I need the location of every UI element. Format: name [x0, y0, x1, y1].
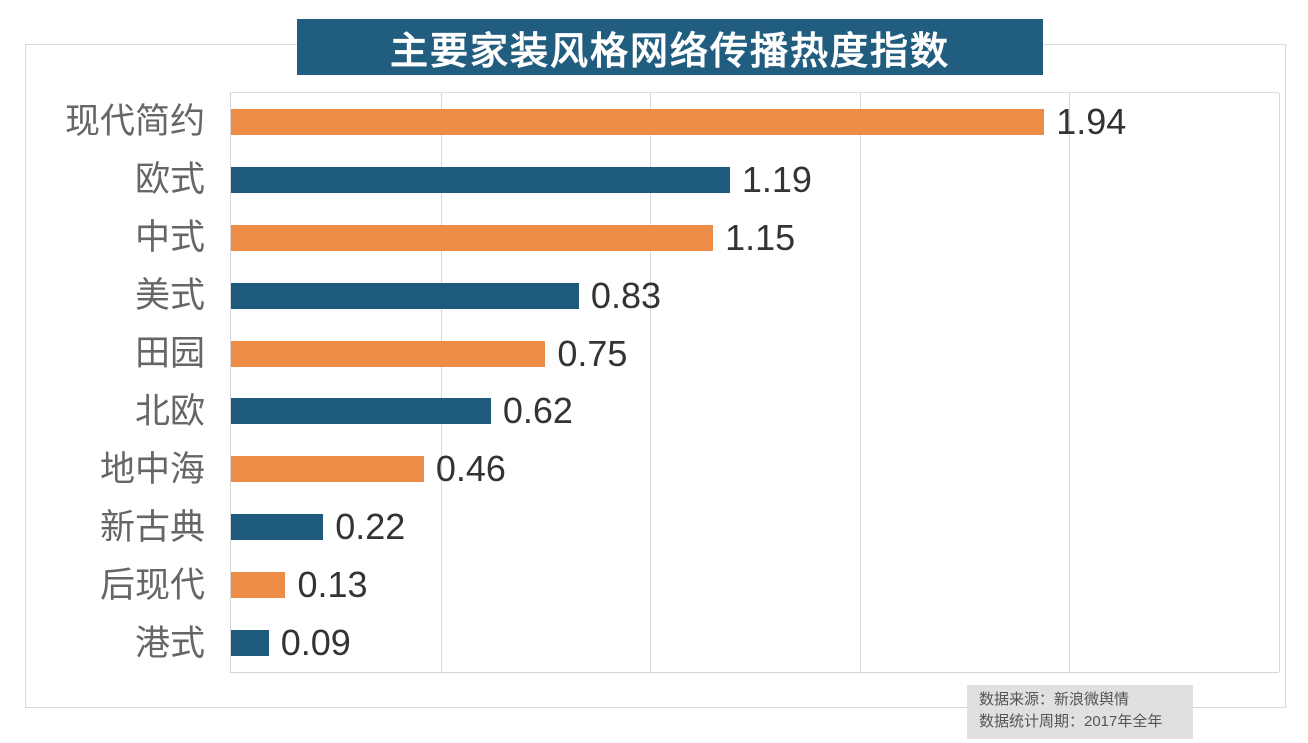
category-label: 北欧	[134, 392, 205, 432]
value-label: 0.09	[280, 622, 351, 664]
bar-row: 1.19	[231, 151, 1279, 209]
bar	[231, 630, 269, 657]
value-label: 1.19	[741, 158, 812, 200]
data-source-line: 数据来源：新浪微舆情	[979, 691, 1130, 708]
value-label: 0.83	[590, 274, 661, 316]
bar	[231, 514, 324, 541]
bar	[231, 282, 579, 309]
category-axis: 现代简约欧式中式美式田园北欧地中海新古典后现代港式	[25, 92, 205, 673]
plot-area: 1.94 1.19 1.15 0.83 0.75 0.62 0.46 0.22 0.13 0.09	[230, 92, 1280, 673]
category-label: 港式	[134, 624, 205, 664]
data-period-line: 数据统计周期：2017年全年	[979, 713, 1163, 730]
value-label: 0.75	[557, 332, 628, 374]
bar-row: 0.13	[231, 556, 1279, 614]
bar-row: 1.15	[231, 209, 1279, 267]
value-label: 0.22	[335, 506, 406, 548]
bar-row: 0.62	[231, 383, 1279, 441]
bar	[231, 456, 424, 483]
category-row: 港式	[25, 615, 205, 673]
category-row: 新古典	[25, 499, 205, 557]
category-row: 田园	[25, 324, 205, 382]
category-label: 田园	[134, 333, 205, 373]
bar	[231, 398, 491, 425]
category-row: 美式	[25, 266, 205, 324]
bar-row: 0.46	[231, 440, 1279, 498]
category-label: 地中海	[99, 450, 205, 490]
gridline	[650, 93, 652, 672]
category-row: 后现代	[25, 557, 205, 615]
bar-row: 0.83	[231, 267, 1279, 325]
gridline	[1069, 93, 1071, 672]
value-label: 1.15	[725, 216, 796, 258]
bar-series: 1.94 1.19 1.15 0.83 0.75 0.62 0.46 0.22 0.13 0.09	[231, 93, 1279, 672]
bar-row: 0.22	[231, 498, 1279, 556]
category-label: 中式	[134, 217, 205, 257]
bar	[231, 224, 714, 251]
gridline	[1279, 93, 1280, 672]
category-label: 新古典	[99, 508, 205, 548]
bar-row: 1.94	[231, 93, 1279, 151]
category-label: 后现代	[99, 566, 205, 606]
category-row: 地中海	[25, 441, 205, 499]
gridline	[440, 93, 442, 672]
value-label: 0.46	[435, 448, 506, 490]
category-label: 现代简约	[64, 101, 205, 141]
chart-title: 主要家装风格网络传播热度指数	[389, 30, 950, 73]
chart-title-banner: 主要家装风格网络传播热度指数	[297, 19, 1043, 75]
category-row: 欧式	[25, 150, 205, 208]
bar-row: 0.75	[231, 325, 1279, 383]
value-label: 0.62	[502, 390, 573, 432]
bar-row: 0.09	[231, 614, 1279, 672]
bar	[231, 166, 730, 193]
category-row: 中式	[25, 208, 205, 266]
bar	[231, 340, 546, 367]
bar	[231, 572, 286, 599]
category-label: 欧式	[134, 159, 205, 199]
gridline	[859, 93, 861, 672]
data-source-note: 数据来源：新浪微舆情 数据统计周期：2017年全年	[967, 685, 1193, 739]
category-row: 现代简约	[25, 92, 205, 150]
value-label: 0.13	[297, 564, 368, 606]
category-row: 北欧	[25, 382, 205, 440]
category-label: 美式	[134, 275, 205, 315]
bar	[231, 108, 1045, 135]
value-label: 1.94	[1056, 100, 1127, 142]
